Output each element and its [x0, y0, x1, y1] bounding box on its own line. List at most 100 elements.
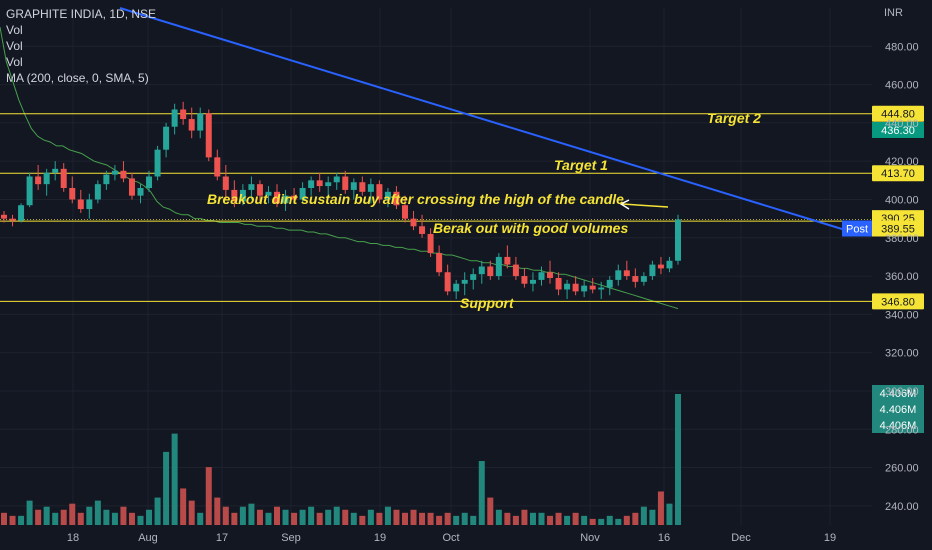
- volume-bar: [521, 509, 528, 525]
- candle-body: [427, 233, 434, 254]
- volume-bar: [410, 509, 417, 525]
- candle-body: [325, 182, 332, 187]
- volume-bar: [163, 451, 170, 525]
- indicator-vol-3[interactable]: Vol: [6, 55, 23, 69]
- volume-bar: [564, 515, 571, 525]
- candle-body: [86, 199, 93, 210]
- volume-bar: [478, 461, 485, 525]
- candle-body: [657, 264, 664, 269]
- volume-bar: [359, 515, 366, 525]
- volume-bar: [401, 512, 408, 525]
- volume-bar: [308, 506, 315, 525]
- volume-bar: [77, 512, 84, 525]
- volume-bar: [495, 509, 502, 525]
- volume-bar: [555, 512, 562, 525]
- annotation-text: Target 2: [707, 110, 761, 126]
- price-tag-label: 436.30: [881, 125, 915, 137]
- volume-tag: [872, 385, 924, 401]
- price-tick-label: 400.00: [885, 194, 919, 206]
- price-tick-label: 440.00: [885, 118, 919, 130]
- candle-body: [188, 119, 195, 131]
- indicator-vol-2[interactable]: Vol: [6, 39, 23, 53]
- candle-body: [461, 279, 468, 284]
- price-tick-label: 420.00: [885, 156, 919, 168]
- volume-bar: [69, 503, 76, 525]
- volume-bar: [248, 503, 255, 525]
- level-tag-label: 413.70: [881, 168, 915, 180]
- volume-bar: [632, 512, 639, 525]
- candle-body: [359, 182, 366, 192]
- volume-tag: [872, 401, 924, 417]
- level-tag-target-2: [872, 105, 924, 122]
- volume-bar: [504, 512, 511, 525]
- candle-body: [342, 176, 349, 190]
- candle-body: [291, 195, 298, 200]
- volume-bar: [214, 497, 221, 525]
- annotations: Target 2 Target 1 Breakout dint sustain bu…: [207, 110, 761, 311]
- volume-bar: [146, 509, 153, 525]
- candle-body: [410, 218, 417, 227]
- price-tick-label: 300.00: [885, 386, 919, 398]
- price-tick-label: 280.00: [885, 424, 919, 436]
- volume-bar: [666, 503, 673, 525]
- volume-bar: [239, 506, 246, 525]
- indicator-ma[interactable]: MA (200, close, 0, SMA, 5): [6, 71, 149, 85]
- price-tick-label: 320.00: [885, 348, 919, 360]
- candle-body: [214, 157, 221, 177]
- candle-body: [197, 113, 204, 131]
- volume-bar: [231, 512, 238, 525]
- volume-bar: [649, 509, 656, 525]
- symbol-title: GRAPHITE INDIA, 1D, NSE: [6, 7, 157, 21]
- candle-body: [606, 279, 613, 288]
- volume-bar: [444, 512, 451, 525]
- candle-body: [538, 272, 545, 280]
- time-tick-label: Dec: [731, 532, 751, 544]
- candle-body: [564, 283, 571, 290]
- candle-body: [316, 180, 323, 187]
- level-tag-support: [872, 293, 924, 310]
- candle-body: [231, 189, 238, 202]
- level-tag-label: 346.80: [881, 296, 915, 308]
- horizontal-levels: 444.80413.70388.70346.80436.30390.25389.…: [0, 105, 924, 433]
- volume-bar: [94, 500, 101, 525]
- candle-body: [384, 191, 391, 200]
- volume-bar: [657, 491, 664, 525]
- price-tag-label: 389.55: [881, 223, 915, 235]
- volume-bar: [325, 509, 332, 525]
- candles: [1, 101, 681, 300]
- volume-bar: [299, 509, 306, 525]
- indicator-vol-1[interactable]: Vol: [6, 23, 23, 37]
- candle-body: [163, 126, 170, 150]
- volume-bar: [43, 506, 50, 525]
- candle-body: [265, 191, 272, 196]
- volume-bar: [529, 512, 536, 525]
- candle-body: [35, 176, 42, 185]
- volume-bar: [606, 515, 613, 525]
- volume-bar: [291, 512, 298, 525]
- candle-body: [649, 264, 656, 277]
- candle-body: [512, 264, 519, 277]
- time-tick-label: 18: [67, 532, 79, 544]
- candle-body: [308, 180, 315, 188]
- candle-body: [94, 184, 101, 200]
- candle-body: [623, 270, 630, 277]
- candle-body: [640, 276, 647, 282]
- candle-body: [26, 176, 33, 206]
- candle-body: [103, 174, 110, 185]
- volume-bar: [52, 512, 59, 525]
- candle-body: [350, 182, 357, 190]
- chart-legend: GRAPHITE INDIA, 1D, NSE Vol Vol Vol MA (…: [6, 6, 156, 86]
- volume-bar: [111, 512, 118, 525]
- price-tick-label: 460.00: [885, 80, 919, 92]
- candle-body: [675, 219, 681, 261]
- candle-body: [547, 272, 554, 278]
- annotation-text: Support: [460, 295, 515, 311]
- price-tag: [872, 121, 924, 138]
- price-axis: INR480.00460.00440.00420.00400.00380.003…: [884, 7, 919, 513]
- candle-body: [274, 191, 281, 204]
- candle-body: [299, 187, 306, 200]
- arrow-line: [621, 203, 669, 208]
- chart-grid: [0, 8, 872, 525]
- candle-body: [120, 170, 127, 179]
